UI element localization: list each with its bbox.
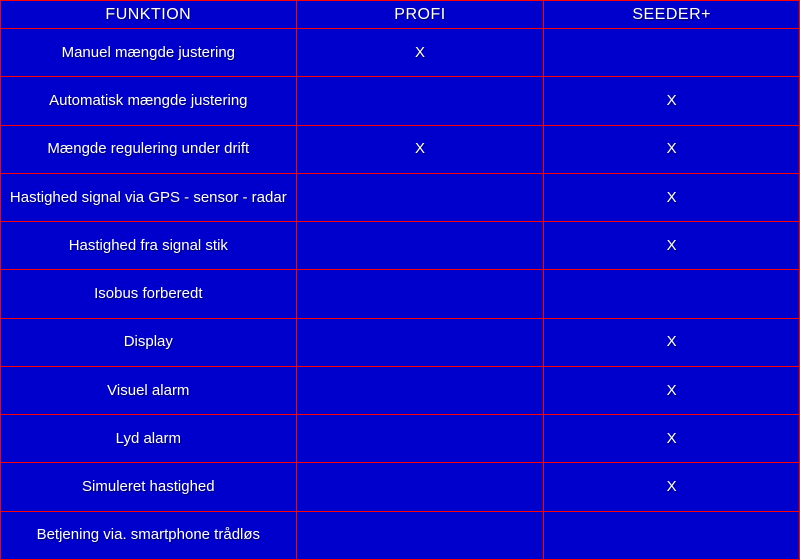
cell-seeder: X (544, 173, 800, 221)
cell-seeder: X (544, 77, 800, 125)
cell-funktion: Hastighed signal via GPS - sensor - rada… (1, 173, 297, 221)
cell-funktion: Simuleret hastighed (1, 463, 297, 511)
table-row: Manuel mængde justering X (1, 29, 800, 77)
table-row: Hastighed signal via GPS - sensor - rada… (1, 173, 800, 221)
cell-seeder: X (544, 222, 800, 270)
cell-profi (296, 318, 544, 366)
cell-profi: X (296, 125, 544, 173)
cell-funktion: Hastighed fra signal stik (1, 222, 297, 270)
table-header-row: FUNKTION PROFI SEEDER+ (1, 1, 800, 29)
cell-seeder (544, 511, 800, 559)
table-row: Visuel alarm X (1, 366, 800, 414)
cell-profi (296, 415, 544, 463)
cell-seeder: X (544, 463, 800, 511)
cell-profi (296, 366, 544, 414)
cell-seeder (544, 29, 800, 77)
col-header-profi: PROFI (296, 1, 544, 29)
cell-funktion: Isobus forberedt (1, 270, 297, 318)
table-row: Hastighed fra signal stik X (1, 222, 800, 270)
table-row: Isobus forberedt (1, 270, 800, 318)
col-header-seeder: SEEDER+ (544, 1, 800, 29)
cell-funktion: Display (1, 318, 297, 366)
cell-funktion: Visuel alarm (1, 366, 297, 414)
cell-funktion: Lyd alarm (1, 415, 297, 463)
cell-funktion: Manuel mængde justering (1, 29, 297, 77)
col-header-funktion: FUNKTION (1, 1, 297, 29)
cell-profi (296, 222, 544, 270)
cell-funktion: Mængde regulering under drift (1, 125, 297, 173)
cell-profi (296, 270, 544, 318)
cell-seeder: X (544, 366, 800, 414)
cell-profi (296, 463, 544, 511)
table-row: Betjening via. smartphone trådløs (1, 511, 800, 559)
cell-funktion: Betjening via. smartphone trådløs (1, 511, 297, 559)
cell-profi: X (296, 29, 544, 77)
cell-seeder: X (544, 415, 800, 463)
table-row: Simuleret hastighed X (1, 463, 800, 511)
cell-funktion: Automatisk mængde justering (1, 77, 297, 125)
cell-seeder (544, 270, 800, 318)
cell-seeder: X (544, 125, 800, 173)
table-row: Display X (1, 318, 800, 366)
table-row: Automatisk mængde justering X (1, 77, 800, 125)
table-row: Lyd alarm X (1, 415, 800, 463)
cell-profi (296, 77, 544, 125)
cell-seeder: X (544, 318, 800, 366)
table-row: Mængde regulering under drift X X (1, 125, 800, 173)
cell-profi (296, 173, 544, 221)
feature-comparison-table: FUNKTION PROFI SEEDER+ Manuel mængde jus… (0, 0, 800, 560)
cell-profi (296, 511, 544, 559)
